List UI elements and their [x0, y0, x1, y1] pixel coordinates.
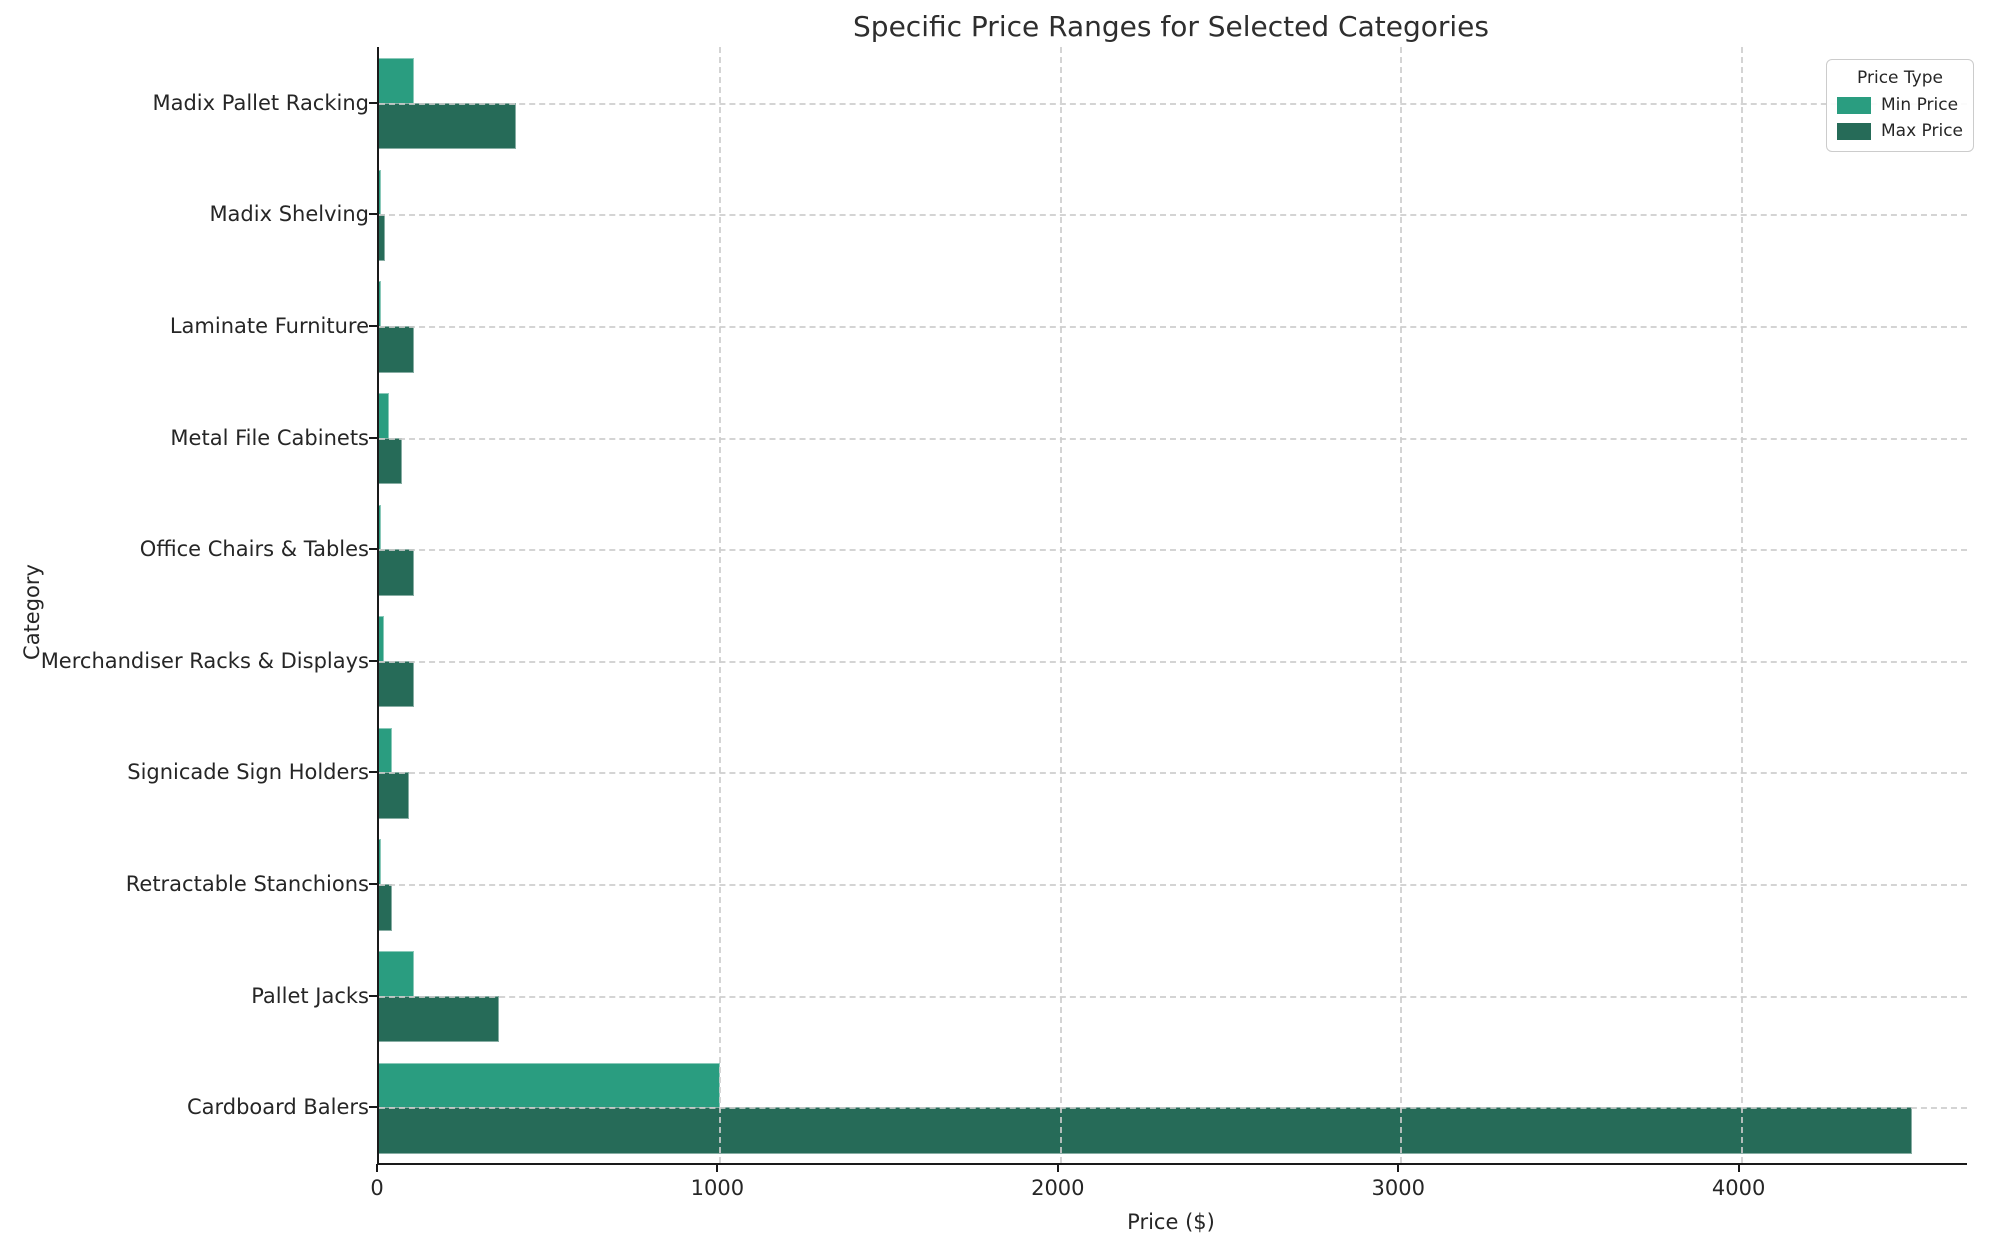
x-tick-label: 0 [370, 1176, 384, 1200]
bar-min-price [379, 504, 381, 552]
category-label: Madix Shelving [209, 202, 369, 227]
y-tick-mark [369, 659, 377, 662]
y-tick-mark [369, 883, 377, 885]
category-label: Laminate Furniture [169, 314, 369, 338]
bar-min-price [379, 169, 381, 217]
category-label: Retractable Stanchions [125, 872, 369, 896]
y-tick-mark [369, 1106, 377, 1109]
horizontal-gridline [379, 326, 1967, 328]
bar-min-price [379, 727, 392, 775]
horizontal-gridline [379, 437, 1967, 440]
horizontal-gridline [379, 772, 1967, 775]
horizontal-gridline [379, 549, 1967, 552]
bar-min-price [379, 616, 385, 663]
category-label: Metal File Cabinets [170, 425, 369, 450]
x-tick-mark [1056, 1164, 1059, 1172]
bar-max-price [379, 102, 517, 150]
bar-min-price [379, 392, 389, 440]
bar-max-price [379, 437, 403, 485]
vertical-gridline [1400, 47, 1403, 1163]
y-tick-mark [369, 994, 377, 997]
y-tick-mark [369, 436, 377, 439]
horizontal-gridline [379, 660, 1967, 663]
legend-item-min-price: Min Price [1837, 95, 1963, 115]
chart-title: Specific Price Ranges for Selected Categ… [853, 10, 1489, 43]
bar-max-price [379, 326, 415, 373]
category-label: Madix Pallet Racking [152, 90, 369, 115]
bar-max-price [379, 214, 386, 262]
y-tick-mark [369, 101, 377, 104]
category-label: Merchandiser Racks & Displays [40, 648, 369, 673]
max-price-swatch-icon [1837, 122, 1871, 140]
category-label: Cardboard Balers [186, 1095, 369, 1120]
y-tick-mark [369, 213, 377, 216]
x-tick-label: 3000 [1371, 1176, 1425, 1200]
bar-max-price [379, 995, 500, 1043]
legend-label-min-price: Min Price [1881, 95, 1959, 115]
bar-min-price [379, 58, 415, 105]
x-tick-mark [1737, 1164, 1740, 1172]
y-tick-mark [369, 325, 377, 327]
bar-max-price [379, 772, 409, 820]
category-label: Office Chairs & Tables [139, 537, 369, 562]
bar-max-price [379, 1107, 1912, 1154]
bar-min-price [379, 950, 415, 998]
bar-max-price [379, 660, 415, 708]
horizontal-gridline [379, 995, 1967, 998]
x-tick-label: 2000 [1031, 1176, 1085, 1200]
category-label: Signicade Sign Holders [127, 760, 369, 785]
x-tick-mark [376, 1164, 378, 1172]
y-tick-mark [369, 771, 377, 774]
min-price-swatch-icon [1837, 96, 1871, 114]
bar-min-price [379, 1062, 721, 1110]
plot-area [377, 47, 1967, 1165]
horizontal-gridline [379, 102, 1967, 105]
x-axis-label: Price ($) [1127, 1210, 1215, 1234]
category-label: Pallet Jacks [251, 983, 369, 1008]
bar-min-price [379, 281, 381, 328]
vertical-gridline [1059, 47, 1062, 1163]
legend-label-max-price: Max Price [1881, 121, 1964, 141]
x-tick-label: 4000 [1711, 1176, 1766, 1200]
vertical-gridline [1740, 47, 1743, 1163]
bar-max-price [379, 549, 415, 596]
x-tick-label: 1000 [690, 1176, 745, 1200]
legend: Price Type Min Price Max Price [1826, 59, 1974, 152]
horizontal-gridline [379, 214, 1967, 217]
legend-title: Price Type [1857, 68, 1943, 88]
y-tick-mark [369, 548, 377, 551]
bar-min-price [379, 839, 381, 886]
vertical-gridline [719, 47, 722, 1163]
horizontal-gridline [379, 1107, 1967, 1110]
legend-item-max-price: Max Price [1837, 121, 1963, 141]
bar-max-price [379, 884, 392, 931]
x-tick-mark [716, 1164, 719, 1172]
x-tick-mark [1397, 1164, 1400, 1172]
horizontal-gridline [379, 884, 1967, 886]
